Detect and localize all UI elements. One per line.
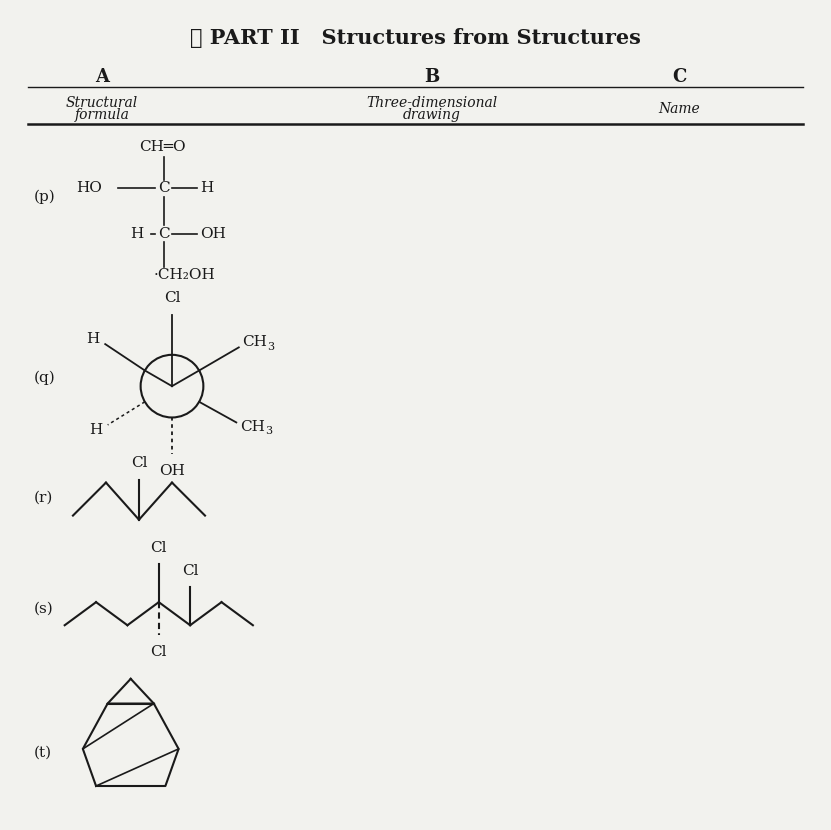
Text: (s): (s)	[34, 602, 54, 616]
Text: CH: CH	[242, 335, 267, 349]
Text: ✱ PART II   Structures from Structures: ✱ PART II Structures from Structures	[190, 28, 641, 48]
Text: OH: OH	[159, 464, 185, 477]
Text: (t): (t)	[34, 746, 52, 760]
Text: CH: CH	[240, 419, 265, 433]
Text: CH═O: CH═O	[139, 140, 185, 154]
Text: (p): (p)	[34, 189, 56, 203]
Text: Cl: Cl	[150, 645, 167, 659]
Text: Name: Name	[659, 102, 701, 116]
Text: drawing: drawing	[403, 108, 461, 122]
Text: Cl: Cl	[130, 457, 147, 471]
Text: formula: formula	[75, 108, 130, 122]
Text: H: H	[86, 332, 100, 346]
Text: H: H	[200, 181, 214, 195]
Text: C: C	[158, 227, 170, 241]
Text: HO: HO	[76, 181, 102, 195]
Text: Structural: Structural	[66, 96, 138, 110]
Text: H: H	[89, 422, 102, 437]
Text: OH: OH	[200, 227, 226, 241]
Text: 3: 3	[265, 427, 273, 437]
Text: 3: 3	[267, 343, 274, 353]
Text: C: C	[158, 181, 170, 195]
Text: (r): (r)	[34, 491, 53, 505]
Text: (q): (q)	[34, 371, 56, 385]
Text: Cl: Cl	[164, 291, 180, 305]
Text: H: H	[130, 227, 143, 241]
Text: ·CH₂OH: ·CH₂OH	[154, 268, 215, 282]
Text: Three-dimensional: Three-dimensional	[366, 96, 498, 110]
Text: Cl: Cl	[182, 564, 199, 579]
Text: B: B	[425, 68, 440, 86]
Text: Cl: Cl	[150, 541, 167, 555]
Text: C: C	[672, 68, 687, 86]
Text: A: A	[95, 68, 109, 86]
